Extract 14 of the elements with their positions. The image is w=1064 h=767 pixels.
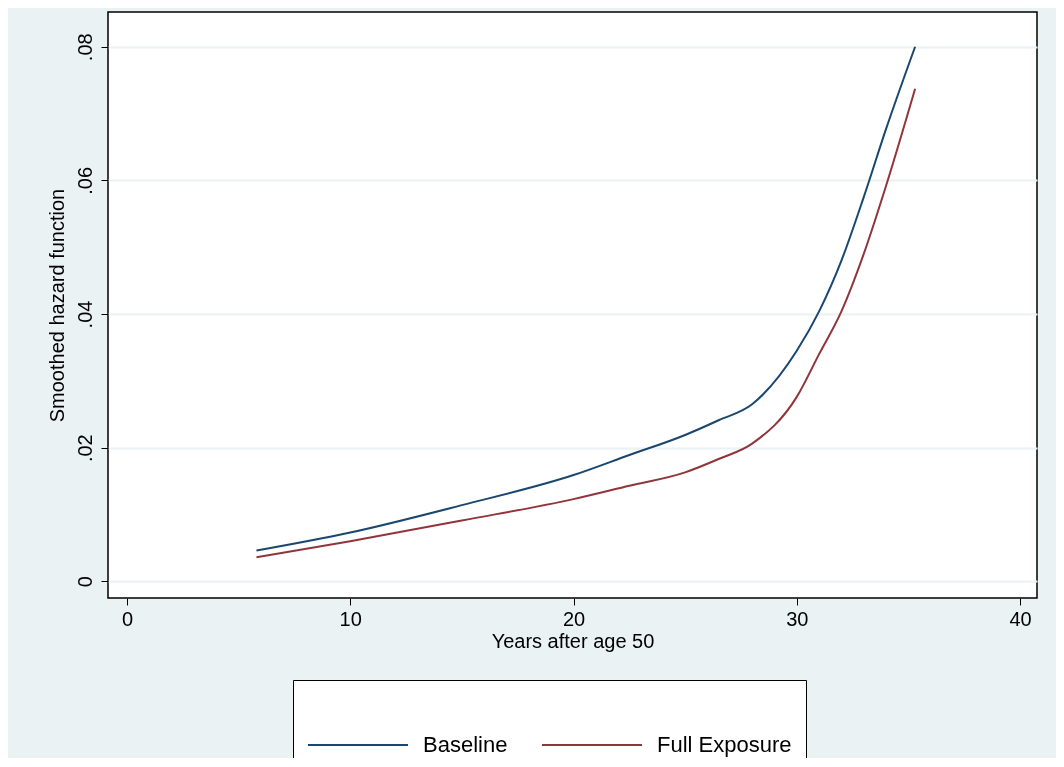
y-axis-title: Smoothed hazard function xyxy=(45,188,68,423)
x-tick-label: 30 xyxy=(786,607,809,630)
y-tick-label: .04 xyxy=(73,300,96,329)
x-tick-label: 10 xyxy=(339,607,362,630)
x-axis-title: Years after age 50 xyxy=(491,629,655,652)
x-tick-label: 0 xyxy=(121,607,134,630)
y-tick-label: 0 xyxy=(73,576,96,588)
legend-label: Full Exposure xyxy=(657,732,792,757)
y-tick-label: .08 xyxy=(73,33,96,62)
x-tick-label: 40 xyxy=(1009,607,1032,630)
y-tick-label: .06 xyxy=(73,166,96,195)
x-tick-label: 20 xyxy=(562,607,586,630)
legend-label: Baseline xyxy=(423,732,508,757)
y-tick-label: .02 xyxy=(73,434,96,463)
